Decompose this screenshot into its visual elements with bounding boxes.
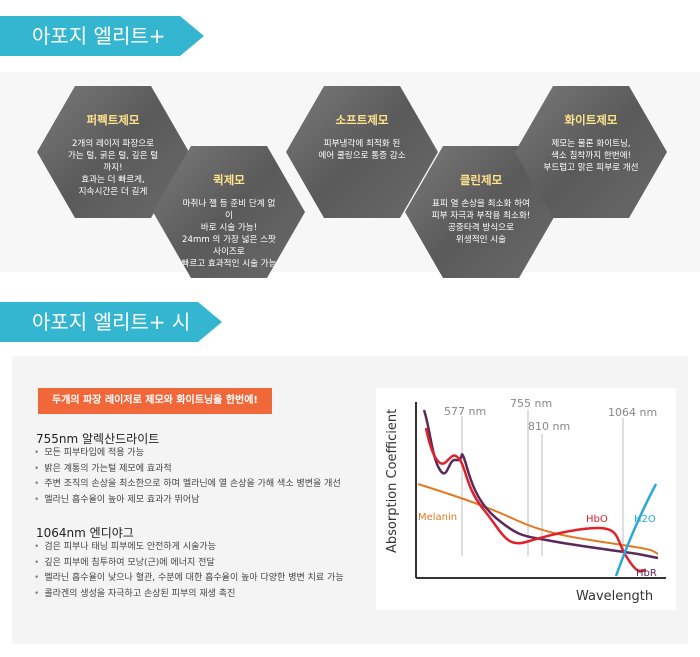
list-1064: 검은 피부나 태닝 피부에도 안전하게 시술가능 깊은 피부에 침투하여 모낭(… <box>34 540 344 603</box>
marker-label-577: 577 nm <box>444 405 486 418</box>
series-label-hbo: HbO <box>586 514 608 525</box>
series-line-hbr <box>422 409 659 560</box>
list-item: 밝은 계통의 가는털 제모에 효과적 <box>34 462 341 478</box>
feature-title: 소프트제모 <box>335 113 389 127</box>
feature-title: 클린제모 <box>459 173 503 187</box>
series-label-h2o: H2O <box>634 514 656 525</box>
feature-body: 2개의 레이저 파장으로 가는 털, 굵은 털, 깊은 털 까지! 효과는 더 … <box>67 139 159 197</box>
series-line-hbo <box>424 427 647 573</box>
feature-body: 제모는 물론 화이트닝, 색소 침착까지 한번에! 부드럽고 맑은 피부로 개선 <box>543 139 639 173</box>
feature-hex-quick: 퀵제모 마취나 젤 등 준비 단계 없이 바로 시술 가능! 24mm 의 가장… <box>153 146 305 278</box>
marker-label-755: 755 nm <box>510 397 552 410</box>
feature-title: 화이트제모 <box>564 113 618 127</box>
y-axis-label: Absorption Coefficient <box>385 409 400 553</box>
section-title-features: 아포지 엘리트+ 특징 <box>0 16 204 88</box>
feature-body: 표피 열 손상을 최소화 하여 피부 자극과 부작용 최소화! 공중타격 방식으… <box>431 199 531 245</box>
list-755: 모든 피부타입에 적용 가능 밝은 계통의 가는털 제모에 효과적 주변 조직의… <box>34 446 341 509</box>
series-label-melanin: Melanin <box>418 512 457 523</box>
list-item: 주변 조직의 손상을 최소한으로 하며 멜라닌에 열 손상을 가해 색소 병변을… <box>34 477 340 493</box>
chart-background <box>376 388 676 610</box>
absorption-chart: 577 nm 755 nm 810 nm 1064 nm Absorption … <box>376 388 676 610</box>
feature-hex-soft: 소프트제모 피부냉각에 최적화 된 에어 쿨링으로 통증 감소 <box>286 86 438 218</box>
feature-body: 피부냉각에 최적화 된 에어 쿨링으로 통증 감소 <box>318 139 406 161</box>
list-title-755: 755nm 알렉산드라이트 <box>36 432 160 446</box>
marker-label-810: 810 nm <box>528 420 570 433</box>
list-item: 모든 피부타입에 적용 가능 <box>34 446 341 462</box>
principle-banner: 두개의 파장 레이저로 제모와 화이트닝을 한번에! <box>38 388 272 414</box>
feature-title: 퀵제모 <box>213 173 245 187</box>
list-title-1064: 1064nm 엔디야그 <box>36 526 134 540</box>
series-line-melanin <box>417 483 659 555</box>
series-line-h2o <box>614 483 658 577</box>
feature-body: 마취나 젤 등 준비 단계 없이 바로 시술 가능! 24mm 의 가장 넓은 … <box>181 199 277 269</box>
list-item: 깊은 피부에 침투하여 모낭(근)에 에너지 전달 <box>34 556 344 572</box>
list-item: 멜라닌 흡수율이 낮으나 혈관, 수분에 대한 흡수율이 높아 다양한 병변 치… <box>34 571 343 587</box>
series-label-hbr: HbR <box>636 568 657 579</box>
list-item: 콜라겐의 생성을 자극하고 손상된 피부의 재생 촉진 <box>34 587 344 603</box>
feature-title: 퍼펙트제모 <box>86 113 140 127</box>
marker-label-1064: 1064 nm <box>608 406 657 419</box>
section-title-principle: 아포지 엘리트+ 시술원리 <box>0 302 222 374</box>
list-item: 멜라닌 흡수율이 높아 제모 효과가 뛰어남 <box>34 493 341 509</box>
x-axis-label: Wavelength <box>576 589 653 604</box>
list-item: 검은 피부나 태닝 피부에도 안전하게 시술가능 <box>34 540 344 556</box>
